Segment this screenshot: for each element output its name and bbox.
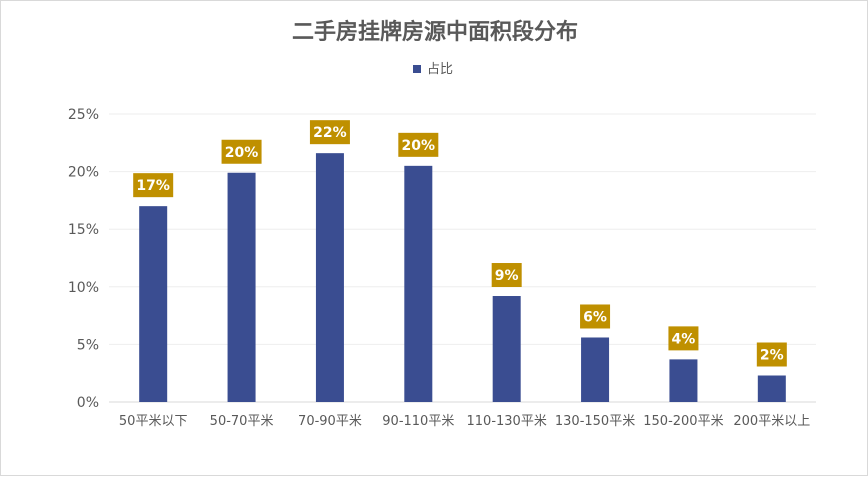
chart-title: 二手房挂牌房源中面积段分布 xyxy=(292,19,578,45)
y-tick-label: 25% xyxy=(68,107,99,123)
bar xyxy=(669,359,698,402)
y-tick-label: 20% xyxy=(68,165,99,181)
data-label-box xyxy=(398,132,439,157)
data-label: 17% xyxy=(136,178,170,194)
bar xyxy=(492,296,521,402)
y-tick-label: 5% xyxy=(77,337,99,353)
legend-label: 占比 xyxy=(427,62,453,77)
x-tick-label: 90-110平米 xyxy=(382,414,454,429)
data-label: 20% xyxy=(225,145,259,161)
bar xyxy=(581,337,610,402)
x-tick-label: 50平米以下 xyxy=(119,414,188,429)
x-tick-label: 70-90平米 xyxy=(298,414,362,429)
legend: 占比 xyxy=(413,62,453,77)
y-tick-label: 0% xyxy=(77,395,99,411)
data-label-box xyxy=(491,263,522,288)
x-tick-label: 110-130平米 xyxy=(467,414,547,429)
data-label: 4% xyxy=(672,331,696,347)
data-label: 20% xyxy=(402,138,436,154)
data-label-box xyxy=(756,342,787,367)
data-label: 6% xyxy=(583,309,607,325)
data-label-box xyxy=(221,139,262,164)
bar xyxy=(757,375,786,402)
data-label: 22% xyxy=(313,125,347,141)
data-label: 2% xyxy=(760,348,784,364)
x-tick-label: 130-150平米 xyxy=(555,414,635,429)
x-tick-label: 50-70平米 xyxy=(210,414,274,429)
x-tick-label: 150-200平米 xyxy=(643,414,723,429)
legend-swatch xyxy=(413,65,421,73)
x-tick-label: 200平米以上 xyxy=(733,414,810,429)
data-label-box xyxy=(133,173,174,198)
y-tick-label: 10% xyxy=(68,280,99,296)
bar xyxy=(227,172,256,402)
plot-area: 0% 5% 10% 15% 20% 25% 17% 50平米以下 20% 50-70平米 22% 70… xyxy=(68,107,816,429)
y-tick-label: 15% xyxy=(68,222,99,238)
data-label-box xyxy=(580,304,611,329)
bar xyxy=(404,165,433,402)
data-label-box xyxy=(309,120,350,145)
bar xyxy=(315,153,344,402)
data-label: 9% xyxy=(495,268,519,284)
data-label-box xyxy=(668,326,699,351)
bar xyxy=(139,206,168,402)
